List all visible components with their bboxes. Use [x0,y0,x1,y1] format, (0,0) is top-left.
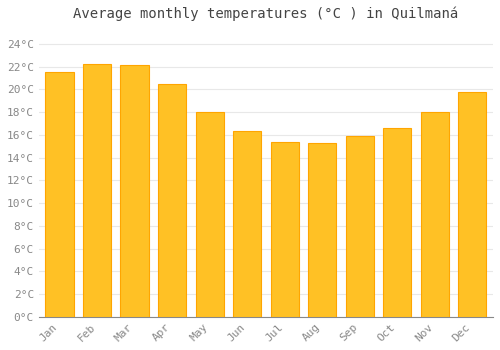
Bar [270,142,299,317]
Bar [421,112,449,317]
Bar [196,112,224,317]
Title: Average monthly temperatures (°C ) in Quilmaná: Average monthly temperatures (°C ) in Qu… [74,7,458,21]
Bar [46,72,74,317]
Bar [120,65,148,317]
Bar [346,136,374,317]
Bar [83,64,111,317]
Bar [158,84,186,317]
Bar [458,92,486,317]
Bar [308,143,336,317]
Bar [383,128,412,317]
Bar [233,131,261,317]
